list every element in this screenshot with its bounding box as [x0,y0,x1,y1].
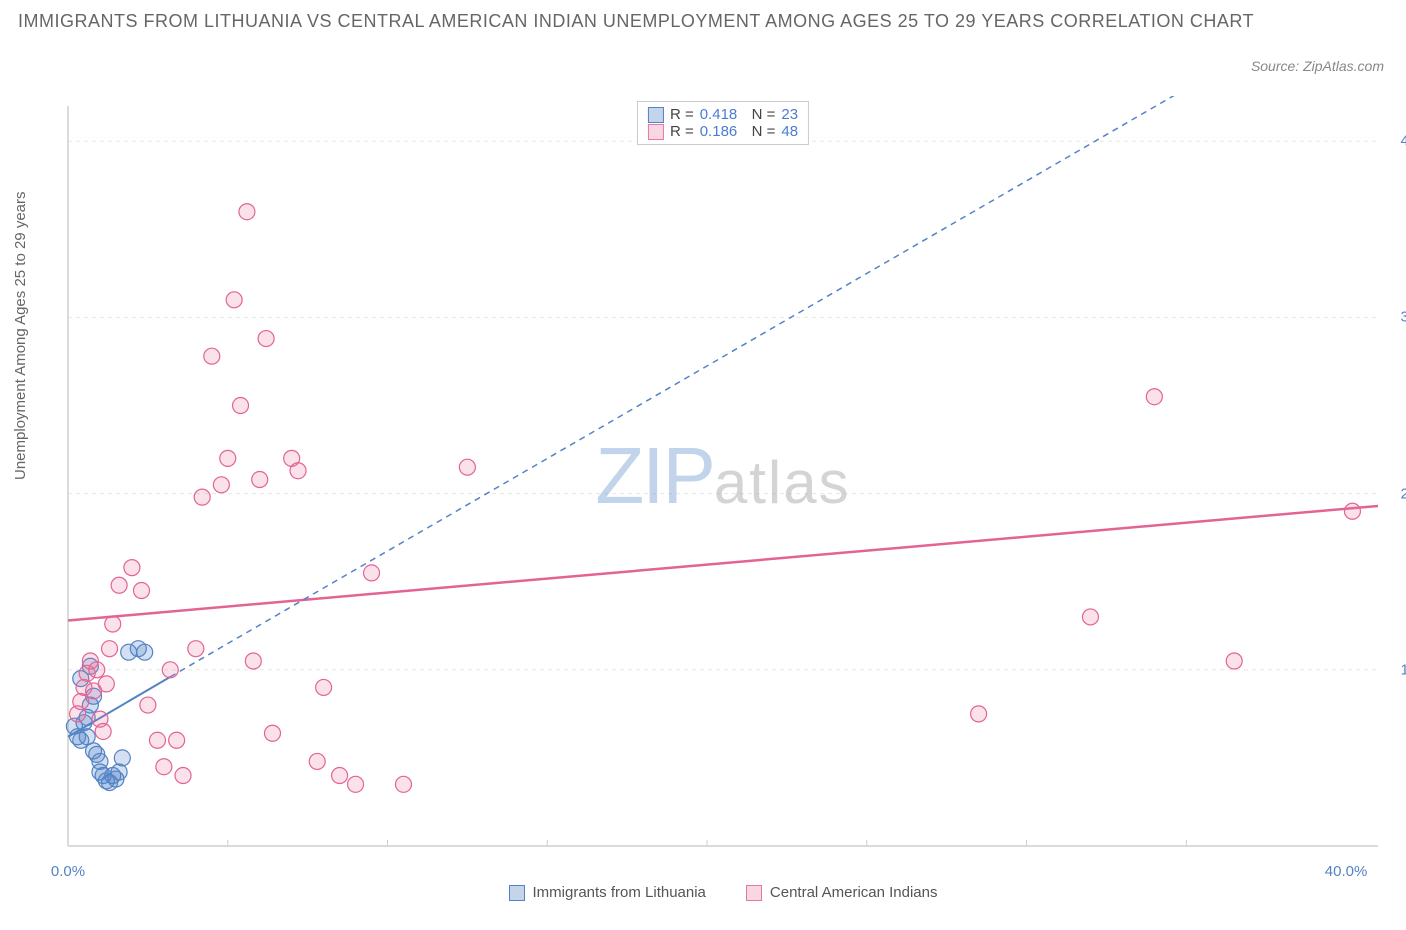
y-tick-label: 30.0% [1400,309,1406,326]
y-tick-label: 20.0% [1400,485,1406,502]
x-tick-label: 40.0% [1325,863,1368,880]
r-label: R = [670,106,694,123]
legend-item-blue: Immigrants from Lithuania [509,884,706,901]
n-value-pink: 48 [781,123,798,140]
legend-label-blue: Immigrants from Lithuania [533,884,706,901]
swatch-blue-icon [509,885,525,901]
source-attribution: Source: ZipAtlas.com [1251,58,1384,74]
legend-item-pink: Central American Indians [746,884,938,901]
scatter-plot: ZIPatlas R = 0.418 N = 23 R = 0.186 N = … [58,96,1388,856]
swatch-pink-icon [648,124,664,140]
swatch-blue-icon [648,107,664,123]
legend-row-blue: R = 0.418 N = 23 [648,106,798,123]
legend-label-pink: Central American Indians [770,884,938,901]
y-axis-label: Unemployment Among Ages 25 to 29 years [12,191,29,480]
y-tick-label: 10.0% [1400,661,1406,678]
r-value-pink: 0.186 [700,123,738,140]
series-legend: Immigrants from Lithuania Central Americ… [58,884,1388,901]
x-tick-label: 0.0% [51,863,85,880]
y-tick-label: 40.0% [1400,133,1406,150]
n-value-blue: 23 [781,106,798,123]
r-value-blue: 0.418 [700,106,738,123]
chart-title: IMMIGRANTS FROM LITHUANIA VS CENTRAL AME… [18,8,1286,35]
n-label: N = [743,123,775,140]
n-label: N = [743,106,775,123]
r-label: R = [670,123,694,140]
swatch-pink-icon [746,885,762,901]
legend-row-pink: R = 0.186 N = 48 [648,123,798,140]
correlation-legend: R = 0.418 N = 23 R = 0.186 N = 48 [637,101,809,145]
plot-svg [58,96,1388,856]
